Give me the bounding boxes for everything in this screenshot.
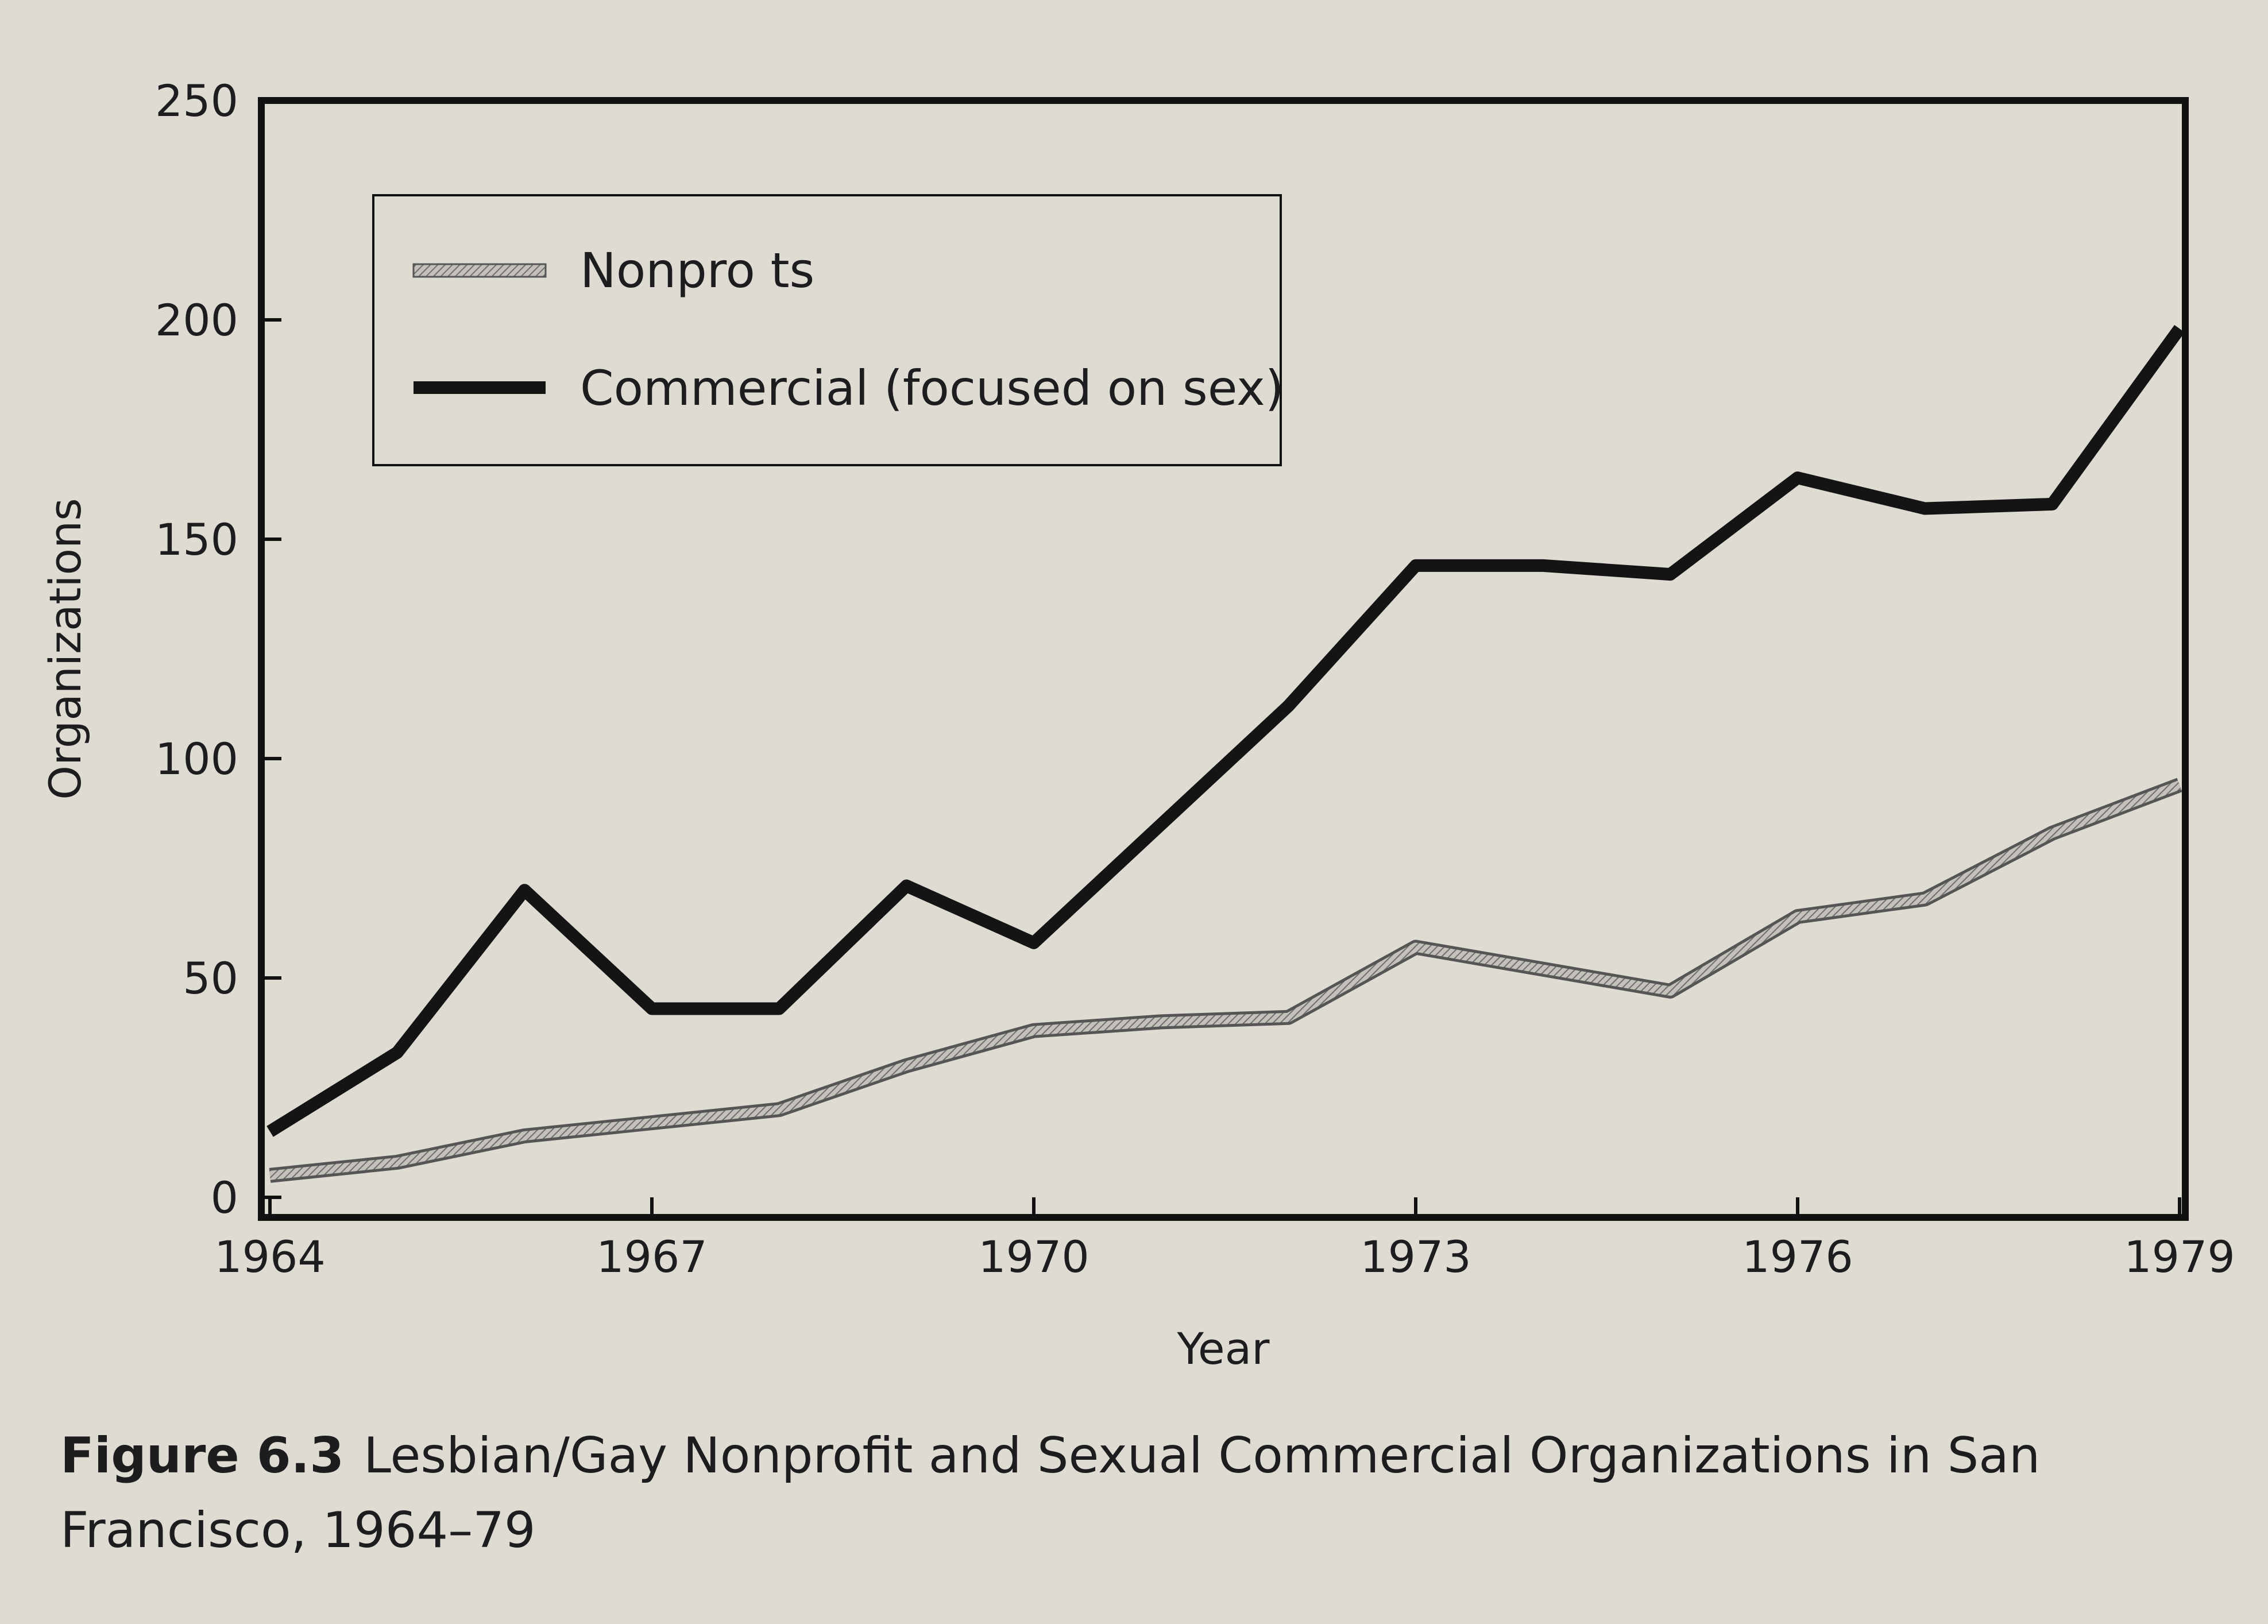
plot-frame bbox=[258, 97, 2189, 1221]
y-tick-label: 250 bbox=[155, 75, 238, 126]
legend-swatch-nonprofits bbox=[412, 263, 547, 278]
y-axis: 0 50 100 150 200 250 bbox=[155, 75, 281, 1223]
y-tick-label: 150 bbox=[155, 514, 238, 565]
series-line-commercial bbox=[266, 324, 2185, 1137]
series-commercial bbox=[266, 324, 2185, 1137]
figure-caption-text: Lesbian/Gay Nonprofit and Sexual Commerc… bbox=[60, 1427, 2041, 1559]
y-tick-label: 100 bbox=[155, 733, 238, 784]
y-tick-label: 0 bbox=[211, 1172, 238, 1223]
legend: Nonpro ts Commercial (focused on sex) bbox=[372, 194, 1284, 466]
x-tick-label: 1976 bbox=[1742, 1231, 1853, 1282]
x-axis-title: Year bbox=[1177, 1323, 1270, 1374]
x-tick-label: 1970 bbox=[978, 1231, 1089, 1282]
series-line-nonprofits bbox=[269, 780, 2181, 1180]
series-nonprofits bbox=[269, 778, 2182, 1183]
x-tick-label: 1973 bbox=[1360, 1231, 1471, 1282]
legend-label-nonprofits: Nonpro ts bbox=[580, 242, 814, 299]
series-line-nonprofits-outline bbox=[269, 778, 2182, 1183]
y-tick-label: 50 bbox=[183, 953, 238, 1004]
y-axis-title: Organizations bbox=[40, 498, 91, 799]
y-tick-label: 200 bbox=[155, 295, 238, 346]
x-tick-label: 1979 bbox=[2124, 1231, 2235, 1282]
legend-box bbox=[372, 194, 1282, 466]
figure-caption: Figure 6.3 Lesbian/Gay Nonprofit and Sexu… bbox=[60, 1418, 2070, 1568]
x-tick-label: 1964 bbox=[214, 1231, 325, 1282]
legend-label-commercial: Commercial (focused on sex) bbox=[580, 360, 1284, 416]
x-axis: 1964 1967 1970 1973 1976 1979 bbox=[214, 1197, 2235, 1282]
series-layer bbox=[266, 324, 2185, 1183]
x-tick-label: 1967 bbox=[596, 1231, 707, 1282]
figure-label: Figure 6.3 bbox=[60, 1427, 345, 1484]
